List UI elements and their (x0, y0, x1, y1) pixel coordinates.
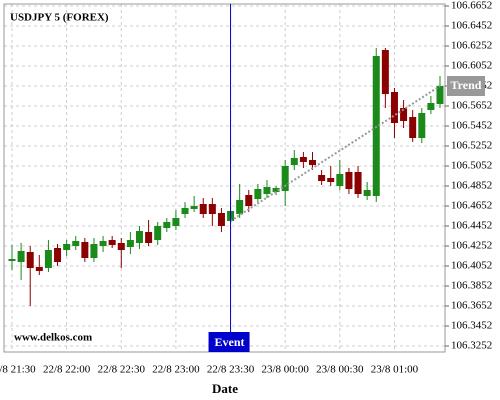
candle-body (327, 178, 335, 182)
candle-body (8, 259, 16, 261)
event-label: Event (215, 335, 245, 349)
candle-body (172, 218, 180, 226)
y-tick-label: 106.5452 (451, 120, 492, 132)
candle-body (181, 208, 189, 214)
candle-body (245, 195, 253, 206)
y-tick-label: 106.4252 (451, 240, 492, 252)
candle-body (145, 232, 153, 243)
candle-body (99, 241, 107, 246)
x-tick-label: 23/8 00:00 (262, 364, 310, 376)
candle-body (418, 113, 426, 138)
y-tick-label: 106.6252 (451, 40, 492, 52)
y-tick-label: 106.6452 (451, 20, 492, 32)
trend-label-box (447, 76, 485, 96)
event-label-box (208, 332, 250, 352)
candle-body (72, 241, 80, 246)
candle-body (272, 188, 280, 192)
candle-body (263, 187, 271, 194)
y-tick-label: 106.5052 (451, 160, 492, 172)
candle-body (17, 251, 25, 262)
candle-body (190, 206, 198, 209)
candle-body (390, 92, 398, 123)
candle-body (26, 252, 34, 268)
x-tick-label: 22/8 22:00 (43, 364, 91, 376)
y-tick-label: 106.5652 (451, 100, 492, 112)
candle-body (154, 226, 162, 240)
candle-body (44, 250, 52, 268)
candle-body (299, 157, 307, 162)
grid (4, 4, 445, 352)
x-axis-label: Date (212, 381, 238, 396)
candle-body (135, 231, 143, 243)
y-tick-label: 106.6052 (451, 60, 492, 72)
y-tick-label: 106.4052 (451, 260, 492, 272)
x-tick-label: 22/8 22:30 (98, 364, 146, 376)
y-tick-label: 106.5252 (451, 140, 492, 152)
candle-body (354, 172, 362, 194)
x-tick-label: 22/8 21:30 (0, 364, 36, 376)
y-tick-label: 106.6652 (451, 0, 492, 12)
x-tick-label: 22/8 23:30 (207, 364, 255, 376)
candle-body (208, 204, 216, 214)
y-tick-label: 106.4652 (451, 200, 492, 212)
candle-body (436, 86, 444, 104)
candle-body (54, 248, 62, 262)
candle-body (336, 174, 344, 186)
trend-label: Trend (451, 78, 482, 92)
candle-body (199, 204, 207, 214)
candle-body (217, 213, 225, 226)
candle-body (90, 244, 98, 258)
candle-body (254, 189, 262, 199)
x-tick-label: 22/8 23:00 (152, 364, 200, 376)
candle-body (81, 242, 89, 258)
candle-body (163, 222, 171, 228)
candle-body (281, 166, 289, 191)
watermark: www.delkos.com (14, 332, 92, 344)
candle-body (35, 267, 43, 271)
y-tick-label: 106.3252 (451, 340, 492, 352)
candle-body (363, 190, 371, 196)
candle-body (117, 243, 125, 250)
x-tick-label: 23/8 00:30 (316, 364, 364, 376)
candle-body (381, 50, 389, 94)
x-tick-label: 23/8 01:00 (371, 364, 419, 376)
chart-title: USDJPY 5 (FOREX) (10, 12, 109, 24)
y-tick-label: 106.4452 (451, 220, 492, 232)
y-tick-label: 106.3652 (451, 300, 492, 312)
candle-body (309, 160, 317, 165)
candle-body (126, 240, 134, 247)
trend-line (230, 85, 441, 222)
y-tick-label: 106.3852 (451, 280, 492, 292)
y-tick-label: 106.4852 (451, 180, 492, 192)
candle-body (236, 200, 244, 214)
candle-body (108, 240, 116, 245)
candle-body (400, 108, 408, 121)
candle-body (345, 172, 353, 189)
y-tick-label: 106.3452 (451, 320, 492, 332)
candle-body (290, 158, 298, 165)
candle-body (409, 117, 417, 138)
candle-body (63, 244, 71, 250)
candle-body (318, 175, 326, 181)
candle-body (427, 103, 435, 110)
